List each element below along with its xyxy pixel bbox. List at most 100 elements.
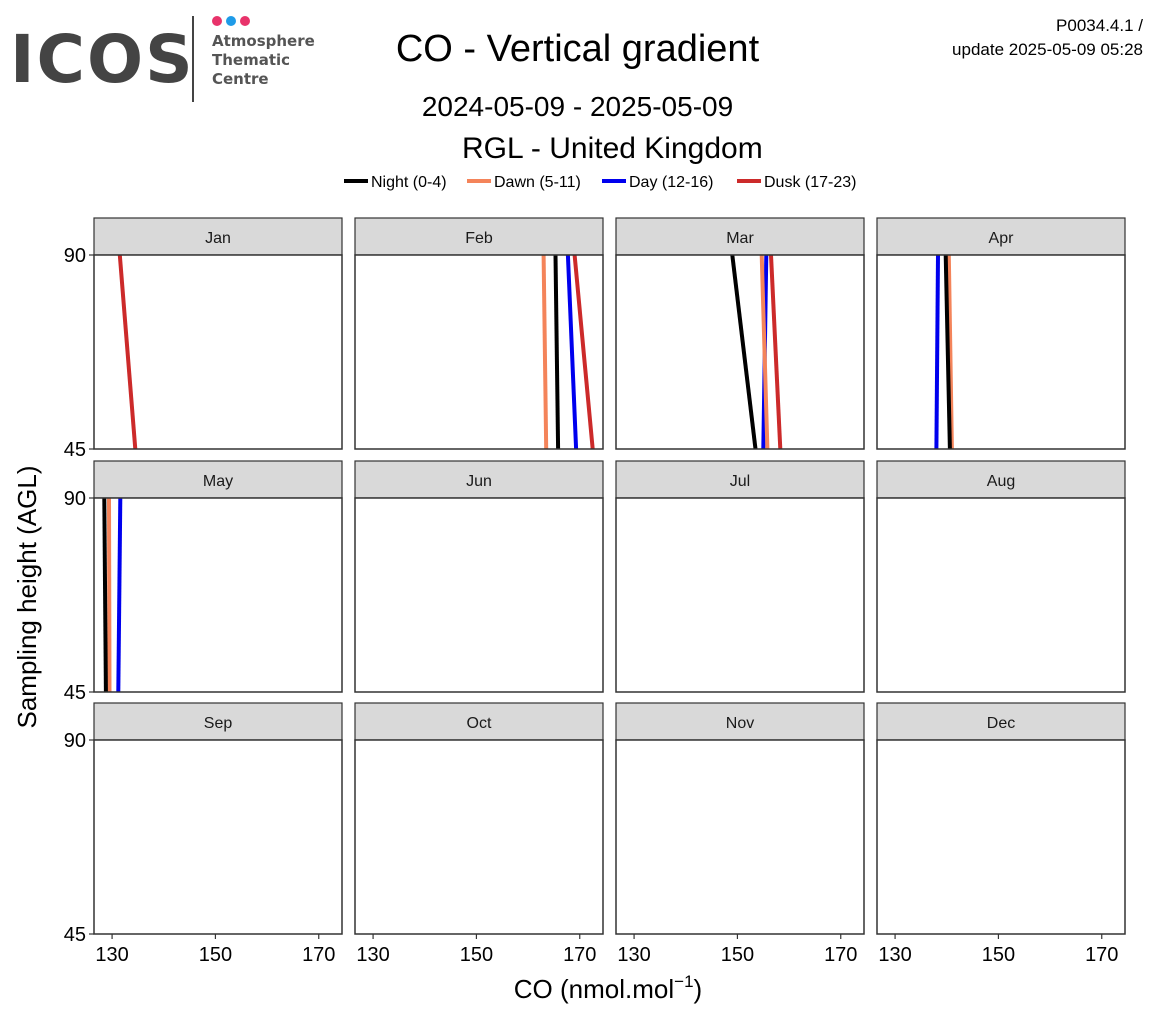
- plot-area: [94, 255, 342, 449]
- x-tick-label: 150: [982, 944, 1015, 966]
- panel-border: [354, 497, 604, 693]
- x-tick-label: 130: [95, 944, 128, 966]
- facet-panel: Jul: [615, 460, 865, 693]
- facet-label: Oct: [467, 715, 492, 732]
- series-line: [759, 254, 770, 450]
- chart-title-wrap: CO - Vertical gradient: [0, 28, 1155, 71]
- panel-border: [615, 497, 865, 693]
- plot-area: [616, 498, 864, 692]
- x-axis-title-suffix: ): [694, 974, 703, 1004]
- logo-dot-1: [212, 16, 222, 26]
- legend-label: Dawn (5-11): [494, 174, 581, 191]
- legend-label: Night (0-4): [371, 174, 447, 191]
- legend-label: Dusk (17-23): [764, 174, 856, 191]
- date-range: 2024-05-09 - 2025-05-09: [421, 91, 734, 122]
- x-tick-label: 130: [356, 944, 389, 966]
- facet-strip: [615, 702, 865, 741]
- facet-panel: Aug: [876, 460, 1126, 693]
- facet-label: Apr: [989, 230, 1015, 247]
- facet-panel: Sep 45 90 130 150 170: [64, 702, 343, 966]
- facet-panel: Nov 130 150 170: [615, 702, 865, 966]
- facet-strip: [876, 217, 1126, 256]
- facet-strip: [93, 460, 343, 499]
- plot-area: [355, 740, 603, 934]
- series-line: [117, 254, 138, 450]
- facet-strip: [354, 217, 604, 256]
- x-tick-label: 170: [1085, 944, 1118, 966]
- facet-panel: May 45 90: [64, 460, 343, 704]
- logo-dot-3: [240, 16, 250, 26]
- x-tick-label: 130: [617, 944, 650, 966]
- plot-area: [355, 255, 603, 449]
- plot-area: [94, 498, 342, 692]
- series-line: [107, 497, 112, 693]
- series-line: [730, 254, 758, 450]
- panel-border: [615, 254, 865, 450]
- series-line: [946, 254, 954, 450]
- plot-area: [877, 255, 1125, 449]
- facet-label: May: [203, 473, 233, 490]
- y-tick-label: 45: [64, 924, 86, 946]
- facet-strip: [354, 460, 604, 499]
- chart-title: CO - Vertical gradient: [395, 28, 760, 70]
- plot-area: [616, 740, 864, 934]
- x-tick-label: 130: [878, 944, 911, 966]
- facet-label: Jun: [466, 473, 492, 490]
- x-tick-label: 150: [460, 944, 493, 966]
- facet-label: Jul: [730, 473, 750, 490]
- facet-panel: Mar: [615, 217, 865, 450]
- panel-border: [354, 254, 604, 450]
- series-line: [943, 254, 952, 450]
- legend-item: Dawn (5-11): [467, 174, 581, 191]
- panel-border: [876, 497, 1126, 693]
- facet-strip: [615, 460, 865, 499]
- facet-panel: Oct 130 150 170: [354, 702, 604, 966]
- panel-border: [615, 739, 865, 935]
- plot-area: [355, 498, 603, 692]
- icos-logo: ICOS Atmosphere Thematic Centre: [10, 14, 330, 106]
- series-line: [116, 497, 123, 693]
- plot-area: [877, 498, 1125, 692]
- series-line: [934, 254, 940, 450]
- facet-panel: Jan 45 90: [64, 217, 343, 461]
- legend-item: Night (0-4): [344, 174, 447, 191]
- x-axis-title: CO (nmol.mol−1): [514, 972, 702, 1004]
- y-axis-title: Sampling height (AGL): [12, 465, 42, 728]
- facet-label: Mar: [726, 230, 754, 247]
- facet-strip: [93, 702, 343, 741]
- facet-label: Sep: [204, 715, 233, 732]
- logo-brand-text: ICOS: [10, 21, 195, 98]
- y-tick-label: 45: [64, 682, 86, 704]
- x-tick-label: 150: [199, 944, 232, 966]
- facet-label: Nov: [726, 715, 754, 732]
- series-line: [565, 254, 579, 450]
- y-tick-label: 90: [64, 730, 86, 752]
- legend-label: Day (12-16): [629, 174, 713, 191]
- series-line: [572, 254, 595, 450]
- version-text: P0034.4.1 /: [1056, 16, 1143, 35]
- station-name: RGL - United Kingdom: [462, 132, 763, 165]
- panel-border: [93, 254, 343, 450]
- panel-border: [93, 739, 343, 935]
- legend-item: Day (12-16): [602, 174, 713, 191]
- logo-sub-line-1: Atmosphere: [212, 32, 315, 50]
- facet-strip: [615, 217, 865, 256]
- logo-sub-line-2: Thematic: [212, 51, 291, 69]
- facet-strip: [354, 702, 604, 741]
- x-axis-title-main: CO (nmol.mol: [514, 974, 674, 1004]
- x-axis-title-sup: −1: [674, 972, 693, 991]
- facet-strip: [93, 217, 343, 256]
- facet-panel: Jun: [354, 460, 604, 693]
- logo-subtitle: Atmosphere Thematic Centre: [212, 32, 315, 89]
- x-tick-label: 150: [721, 944, 754, 966]
- update-text: update 2025-05-09 05:28: [952, 40, 1143, 59]
- x-tick-label: 170: [563, 944, 596, 966]
- legend-item: Dusk (17-23): [737, 174, 856, 191]
- logo-dot-2: [226, 16, 236, 26]
- series-line: [541, 254, 549, 450]
- x-tick-label: 170: [302, 944, 335, 966]
- logo-divider: [192, 16, 194, 102]
- facet-label: Jan: [205, 230, 231, 247]
- y-tick-label: 45: [64, 439, 86, 461]
- series-line: [553, 254, 561, 450]
